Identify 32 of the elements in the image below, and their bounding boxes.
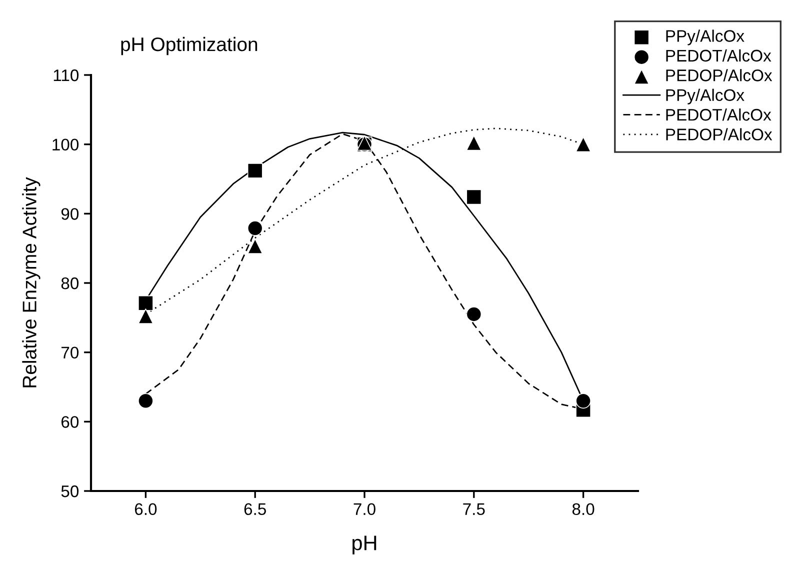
y-tick-label: 90 [61,208,79,220]
y-tick-label: 110 [54,69,79,82]
point [247,238,263,254]
legend-label: PEDOP/AlcOx [666,69,772,82]
point [576,393,592,409]
point [576,136,592,152]
legend-label: PEDOP/AlcOx [666,128,772,140]
point [247,162,263,178]
legend-label: PPy/AlcOx [666,30,744,46]
x-tick-label: 7.5 [463,503,485,516]
y-tick-label: 100 [52,138,79,151]
legend-label: PEDOT/AlcOx [666,108,772,121]
y-tick-label: 50 [61,485,79,498]
x-tick-label: 6.0 [134,503,157,516]
chart-title: pH Optimization [121,36,258,56]
point [466,135,482,151]
y-axis-title: Relative Enzyme Activity [22,177,40,388]
x-tick-label: 8.0 [572,503,594,516]
point [138,393,154,409]
point [138,295,154,311]
legend-label: PEDOT/AlcOx [666,49,772,62]
y-tick-label: 80 [61,277,79,290]
point [138,308,154,324]
point [247,220,263,236]
y-tick-label: 60 [62,416,79,428]
legend-label: PPy/AlcOx [666,88,744,104]
y-tick-label: 70 [62,346,79,359]
x-tick-label: 6.5 [244,503,266,516]
x-axis-title: pH [352,536,376,554]
point [466,306,482,322]
point [466,189,482,205]
x-tick-label: 7.0 [354,503,376,516]
